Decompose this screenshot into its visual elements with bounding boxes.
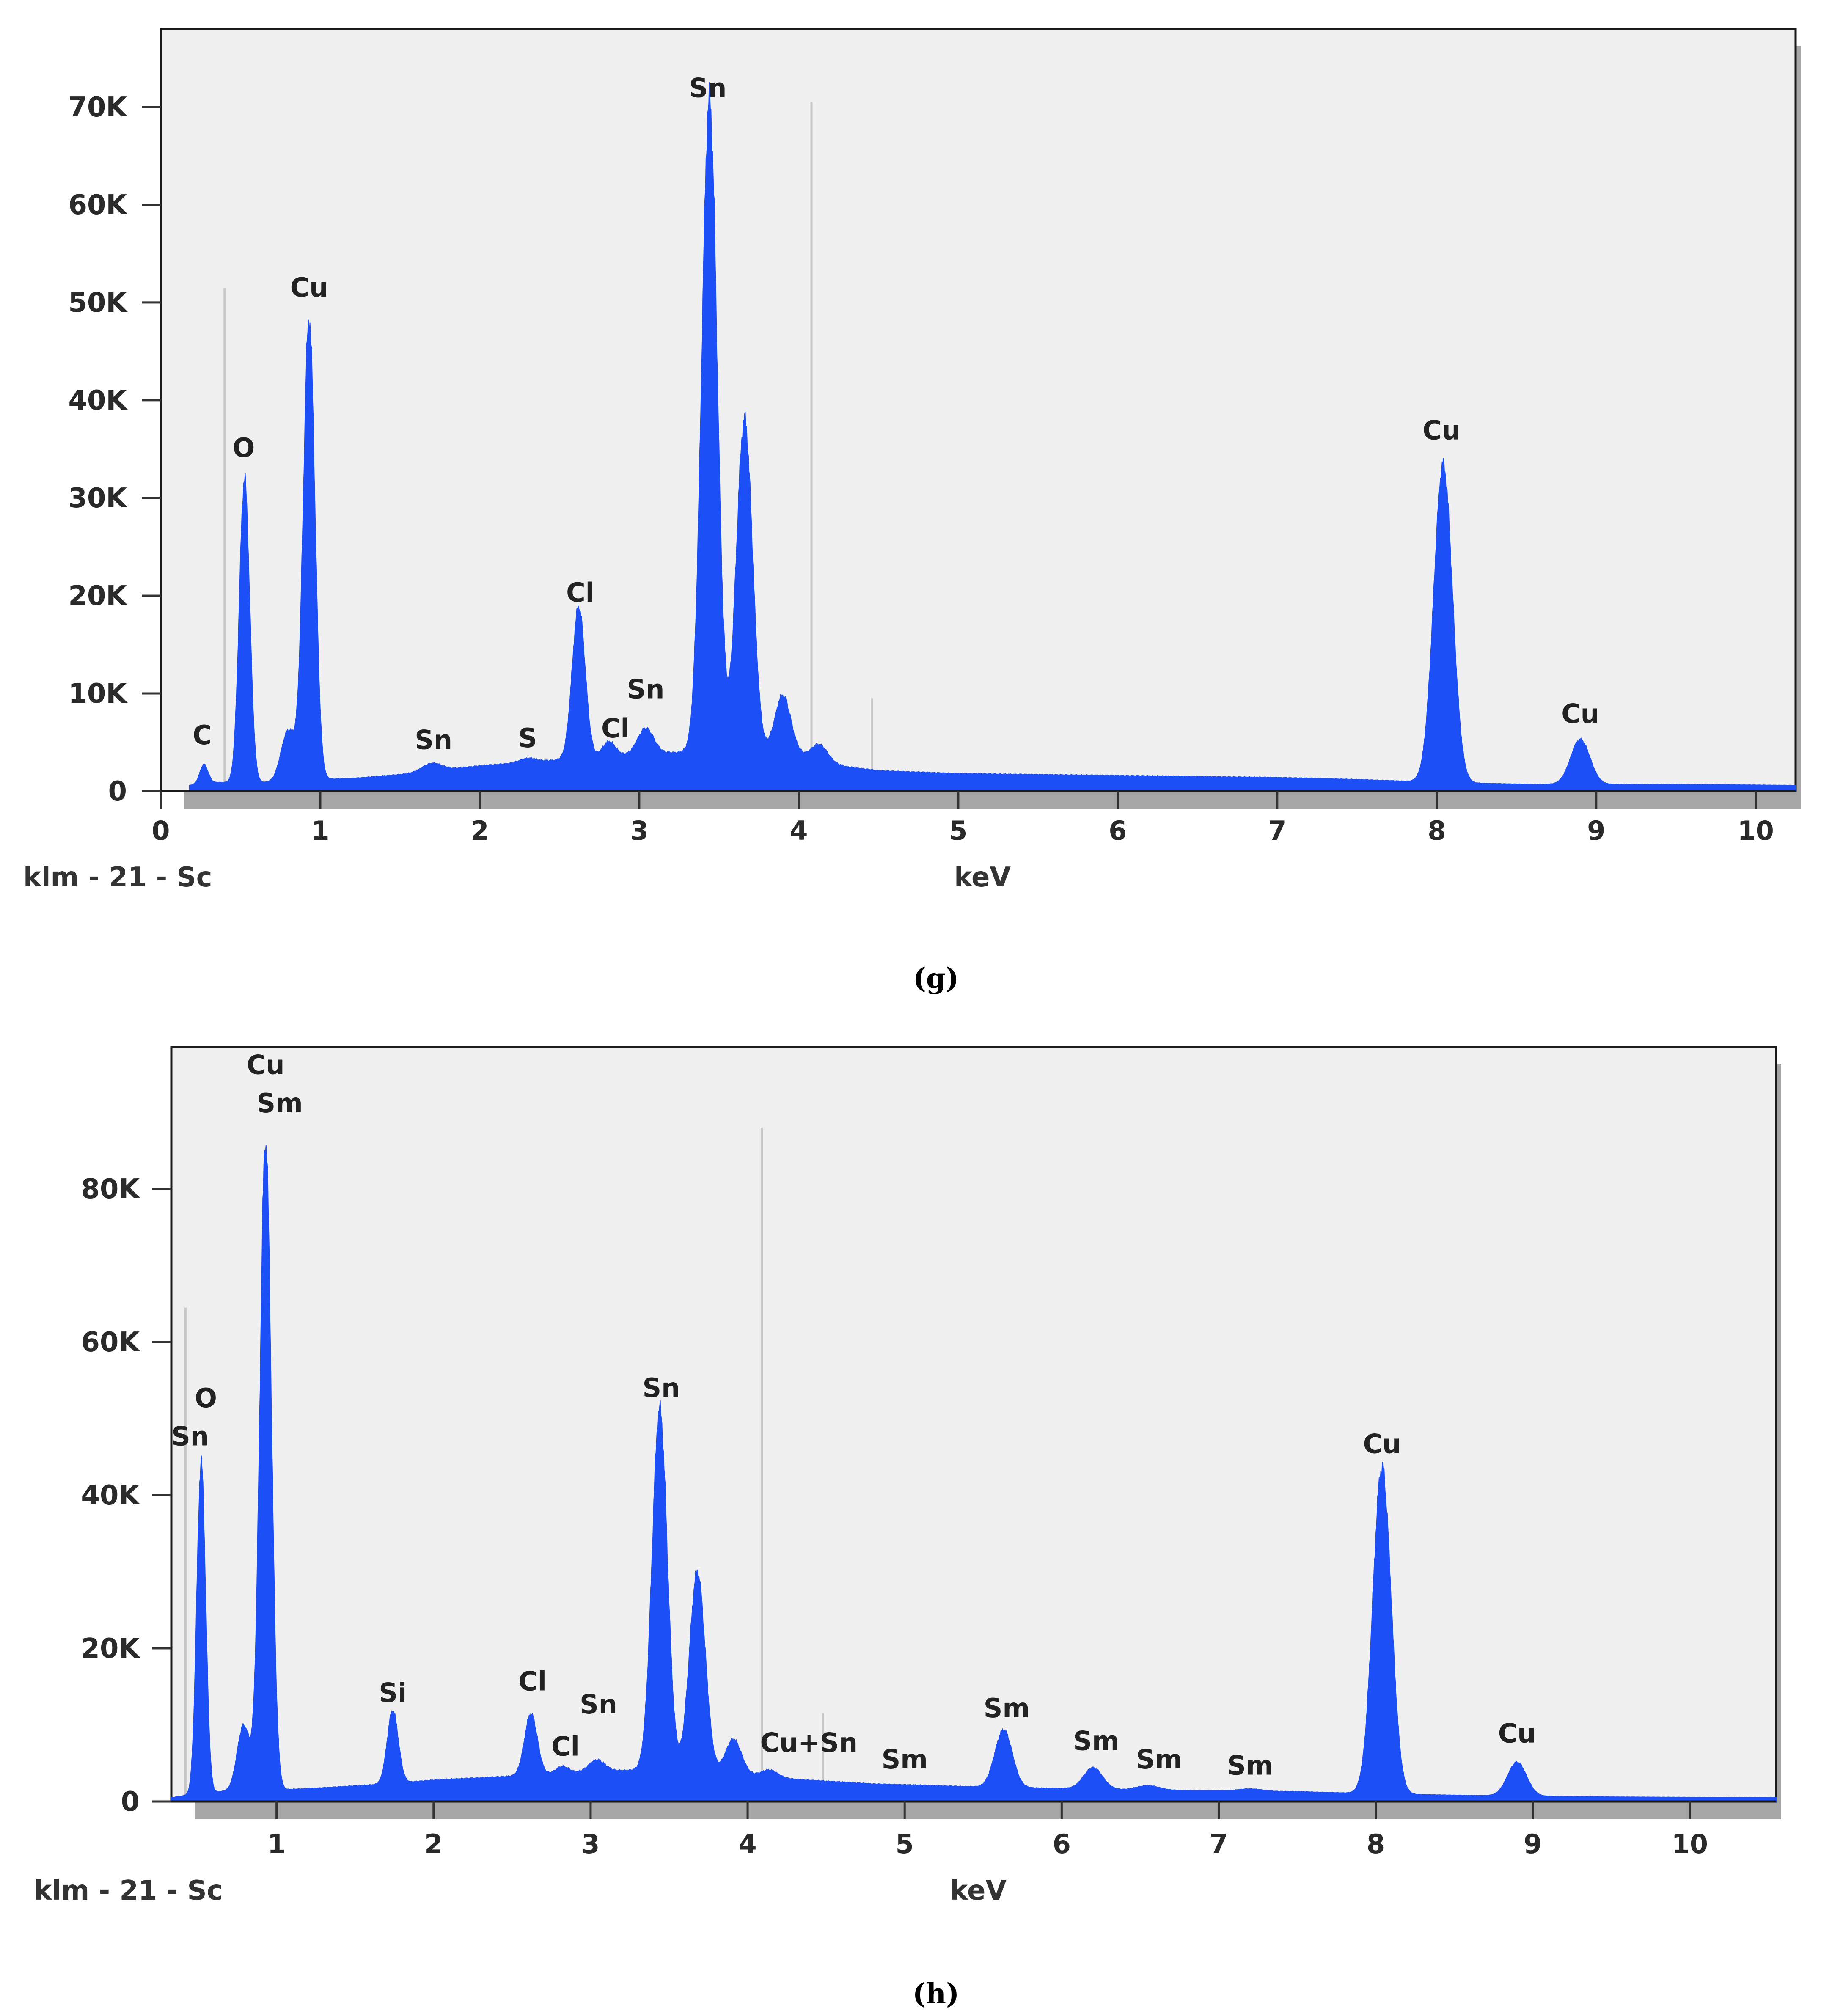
x-tick-label: 4 [738, 1829, 756, 1859]
x-tick-label: 2 [470, 815, 489, 846]
peak-label: Cl [551, 1731, 580, 1762]
x-tick-label: 0 [151, 815, 170, 846]
x-tick-label: 4 [789, 815, 808, 846]
y-tick-label: 20K [81, 1633, 140, 1664]
x-tick-label: 6 [1053, 1829, 1071, 1859]
y-tick-label: 10K [68, 678, 128, 710]
x-axis-title: keV [954, 862, 1011, 893]
peak-label: Cu+Sn [760, 1727, 858, 1758]
peak-label: Sn [415, 725, 452, 756]
x-axis-title: keV [950, 1875, 1007, 1906]
peak-label: Sn [580, 1689, 617, 1720]
x-tick-label: 5 [896, 1829, 914, 1859]
peak-label: Cu [1561, 698, 1599, 729]
peak-label: Sn [689, 73, 727, 104]
peak-label: Sm [256, 1088, 303, 1119]
y-tick-label: 30K [68, 483, 128, 514]
x-tick-label: 7 [1268, 815, 1286, 846]
y-tick-label: 60K [81, 1327, 140, 1358]
x-tick-label: 2 [424, 1829, 443, 1859]
peak-label: Cl [601, 713, 630, 744]
peak-label: Cu [1363, 1428, 1401, 1459]
peak-label: S [518, 723, 537, 754]
y-tick-label: 0 [121, 1786, 140, 1818]
x-tick-label: 1 [311, 815, 329, 846]
peak-label: Sn [171, 1421, 209, 1452]
x-tick-label: 9 [1524, 1829, 1542, 1859]
peak-label: Sm [984, 1693, 1030, 1724]
x-tick-label: 10 [1738, 815, 1774, 846]
plot-shadow-right [1796, 46, 1801, 809]
y-tick-label: 40K [68, 385, 128, 416]
plot-shadow-bottom [195, 1801, 1776, 1819]
y-tick-label: 80K [81, 1174, 140, 1205]
spectrum-area [171, 1145, 1777, 1802]
peak-label: Sm [1073, 1726, 1119, 1757]
x-tick-label: 8 [1428, 815, 1446, 846]
sample-label: klm - 21 - Sc [34, 1875, 223, 1906]
plot-area [170, 1046, 1777, 1803]
peak-label: Sn [627, 674, 665, 705]
spectrum-area [189, 82, 1796, 792]
peak-label: Cl [566, 577, 594, 608]
plot-area [160, 28, 1797, 792]
plot-shadow-right [1776, 1064, 1781, 1819]
peak-label: Sn [643, 1372, 680, 1403]
peak-label: Cu [1498, 1718, 1536, 1749]
peak-label: Cu [1422, 415, 1461, 446]
peak-label: Cl [518, 1666, 547, 1697]
peak-label: Sm [1227, 1750, 1273, 1781]
peak-label: C [193, 720, 212, 751]
y-tick-label: 0 [108, 776, 127, 807]
x-tick-label: 10 [1672, 1829, 1708, 1859]
x-tick-label: 8 [1367, 1829, 1385, 1859]
panel-caption: (h) [913, 1977, 959, 2010]
sample-label: klm - 21 - Sc [23, 862, 212, 893]
spectrum-chart-g: 0 10K 20K 30K 40K 50K 60K 70K 0 1 2 3 4 5 6 7 8 9 10 C O Cu Sn… [23, 28, 1801, 995]
x-tick-label: 5 [949, 815, 967, 846]
x-tick-label: 9 [1587, 815, 1605, 846]
x-tick-label: 1 [267, 1829, 286, 1859]
y-tick-label: 20K [68, 580, 128, 612]
y-tick-label: 50K [68, 287, 128, 319]
peak-label: Si [379, 1678, 407, 1708]
peak-label: O [233, 432, 255, 463]
peak-label: Sm [882, 1744, 928, 1775]
plot-shadow-bottom [184, 791, 1796, 809]
panel-caption: (g) [913, 962, 959, 995]
peak-label: Cu [290, 272, 328, 303]
x-tick-label: 3 [630, 815, 648, 846]
x-tick-label: 3 [581, 1829, 600, 1859]
x-tick-label: 6 [1109, 815, 1127, 846]
y-tick-label: 60K [68, 190, 128, 221]
x-tick-label: 7 [1210, 1829, 1228, 1859]
peak-label: Cu [247, 1049, 285, 1080]
y-tick-label: 40K [81, 1480, 140, 1511]
y-tick-label: 70K [68, 92, 128, 123]
peak-label: Sm [1136, 1744, 1182, 1775]
peak-label: O [195, 1383, 217, 1414]
